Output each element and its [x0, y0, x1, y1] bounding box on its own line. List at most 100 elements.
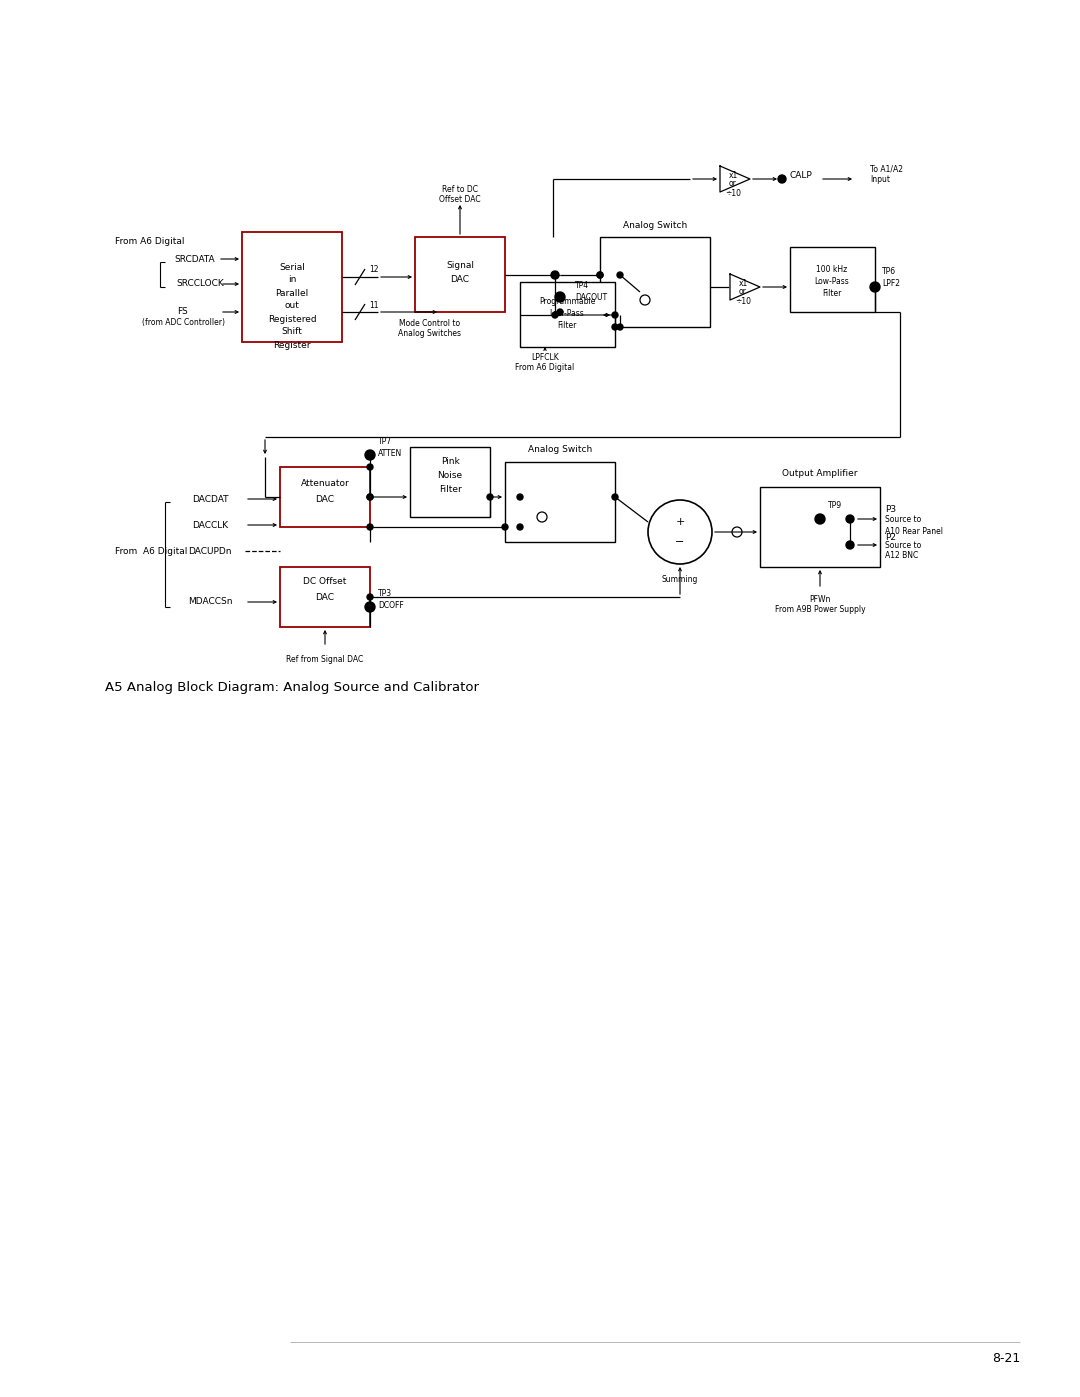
- Text: TP9: TP9: [828, 500, 842, 510]
- Text: Output Amplifier: Output Amplifier: [782, 468, 858, 478]
- Text: Low-Pass: Low-Pass: [550, 310, 584, 319]
- Polygon shape: [720, 166, 750, 191]
- Text: TP7: TP7: [378, 437, 392, 447]
- Text: −: −: [675, 536, 685, 548]
- Text: Summing: Summing: [662, 576, 698, 584]
- Bar: [410, 447, 490, 517]
- Circle shape: [487, 495, 492, 500]
- Text: TP6: TP6: [882, 267, 896, 275]
- Circle shape: [551, 271, 559, 279]
- Text: ÷10: ÷10: [725, 189, 741, 197]
- Text: Signal: Signal: [446, 260, 474, 270]
- Circle shape: [367, 495, 373, 500]
- Polygon shape: [730, 274, 760, 300]
- Circle shape: [778, 175, 786, 183]
- Circle shape: [367, 495, 373, 500]
- Text: x1: x1: [739, 278, 747, 288]
- Circle shape: [612, 312, 618, 319]
- Text: SRCCLOCK: SRCCLOCK: [176, 279, 224, 289]
- Text: LPF2: LPF2: [882, 278, 900, 288]
- Text: TP4: TP4: [575, 281, 589, 289]
- Text: 11: 11: [369, 300, 378, 310]
- Text: Register: Register: [273, 341, 311, 349]
- Circle shape: [617, 324, 623, 330]
- Text: Offset DAC: Offset DAC: [440, 194, 481, 204]
- Text: Attenuator: Attenuator: [300, 479, 349, 489]
- Text: Filter: Filter: [438, 486, 461, 495]
- Text: Parallel: Parallel: [275, 289, 309, 298]
- Bar: [789, 247, 875, 312]
- Circle shape: [846, 541, 854, 549]
- Text: out: out: [284, 302, 299, 310]
- Text: SRCDATA: SRCDATA: [175, 254, 215, 264]
- Text: From A9B Power Supply: From A9B Power Supply: [774, 605, 865, 615]
- Circle shape: [617, 272, 623, 278]
- Text: ÷10: ÷10: [735, 296, 751, 306]
- Text: 100 kHz: 100 kHz: [816, 264, 848, 274]
- Text: or: or: [739, 288, 747, 296]
- Text: ATTEN: ATTEN: [378, 450, 402, 458]
- Bar: [242, 232, 342, 342]
- Text: A5 Analog Block Diagram: Analog Source and Calibrator: A5 Analog Block Diagram: Analog Source a…: [105, 680, 480, 693]
- Text: Filter: Filter: [822, 289, 841, 298]
- Text: Ref from Signal DAC: Ref from Signal DAC: [286, 655, 364, 664]
- Text: Ref to DC: Ref to DC: [442, 184, 478, 194]
- Text: 12: 12: [369, 265, 378, 274]
- Circle shape: [597, 272, 603, 278]
- Text: Shift: Shift: [282, 327, 302, 337]
- Bar: [505, 462, 615, 542]
- Circle shape: [517, 524, 523, 529]
- Text: Input: Input: [870, 175, 890, 183]
- Text: Analog Switches: Analog Switches: [399, 330, 461, 338]
- Bar: [280, 467, 370, 527]
- Text: +: +: [675, 517, 685, 527]
- Text: To A1/A2: To A1/A2: [870, 165, 903, 173]
- Circle shape: [612, 495, 618, 500]
- Text: Source to: Source to: [885, 542, 921, 550]
- Text: DACDAT: DACDAT: [192, 495, 228, 503]
- Text: in: in: [287, 275, 296, 285]
- Text: Pink: Pink: [441, 457, 459, 467]
- Circle shape: [552, 312, 558, 319]
- Circle shape: [815, 514, 825, 524]
- Text: or: or: [729, 179, 737, 189]
- Bar: [760, 488, 880, 567]
- Text: Programmable: Programmable: [539, 298, 595, 306]
- Text: P2: P2: [885, 532, 896, 542]
- Circle shape: [367, 594, 373, 599]
- Text: Analog Switch: Analog Switch: [528, 446, 592, 454]
- Circle shape: [517, 495, 523, 500]
- Text: Mode Control to: Mode Control to: [400, 320, 460, 328]
- Text: Source to: Source to: [885, 515, 921, 524]
- Text: DAC: DAC: [315, 592, 335, 602]
- Text: A12 BNC: A12 BNC: [885, 552, 918, 560]
- Circle shape: [367, 464, 373, 469]
- Bar: [280, 567, 370, 627]
- Text: FS: FS: [177, 307, 188, 317]
- Text: DCOFF: DCOFF: [378, 601, 404, 609]
- Text: P3: P3: [885, 506, 896, 514]
- Text: Serial: Serial: [279, 263, 305, 271]
- Circle shape: [557, 309, 563, 314]
- Text: From A6 Digital: From A6 Digital: [515, 362, 575, 372]
- Bar: [519, 282, 615, 346]
- Text: CALP: CALP: [789, 170, 813, 179]
- Text: Noise: Noise: [437, 472, 462, 481]
- Circle shape: [365, 602, 375, 612]
- Text: DAC: DAC: [315, 495, 335, 503]
- Text: DACOUT: DACOUT: [575, 292, 607, 302]
- Text: DACUPDn: DACUPDn: [188, 546, 232, 556]
- Text: DAC: DAC: [450, 274, 470, 284]
- Circle shape: [597, 272, 603, 278]
- Circle shape: [367, 524, 373, 529]
- Text: 8-21: 8-21: [991, 1352, 1020, 1365]
- Bar: [600, 237, 710, 327]
- Circle shape: [365, 450, 375, 460]
- Circle shape: [612, 324, 618, 330]
- Text: PFWn: PFWn: [809, 595, 831, 604]
- Text: TP3: TP3: [378, 588, 392, 598]
- Text: x1: x1: [728, 170, 738, 179]
- Bar: [415, 237, 505, 312]
- Circle shape: [870, 282, 880, 292]
- Text: From  A6 Digital: From A6 Digital: [114, 548, 187, 556]
